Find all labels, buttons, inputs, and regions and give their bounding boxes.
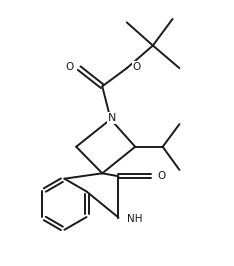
Text: N: N xyxy=(107,113,116,123)
Text: NH: NH xyxy=(127,214,143,223)
Text: O: O xyxy=(133,62,141,72)
Text: O: O xyxy=(65,62,73,72)
Text: O: O xyxy=(157,171,165,181)
